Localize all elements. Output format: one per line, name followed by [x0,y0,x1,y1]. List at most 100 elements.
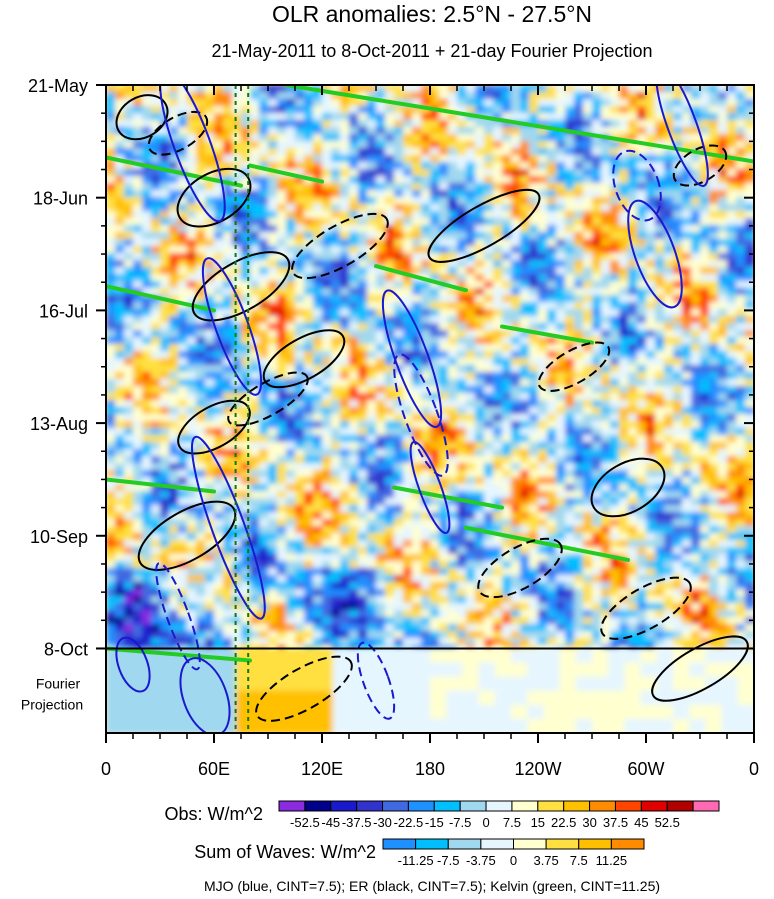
obs-field-cell [682,561,692,569]
obs-field-cell [313,379,323,387]
obs-field-cell [367,379,377,387]
obs-field-cell [268,183,278,191]
obs-field-cell [106,449,116,457]
obs-field-cell [151,358,161,366]
obs-field-cell [313,505,323,513]
obs-field-cell [610,190,620,198]
obs-field-cell [187,421,197,429]
obs-field-cell [151,484,161,492]
obs-field-cell [646,239,656,247]
obs-field-cell [646,274,656,282]
obs-field-cell [196,99,206,107]
obs-field-cell [358,561,368,569]
obs-field-cell [196,176,206,184]
obs-field-cell [628,218,638,226]
obs-field-cell [205,260,215,268]
obs-field-cell [160,519,170,527]
obs-field-cell [277,519,287,527]
obs-field-cell [529,477,539,485]
obs-field-cell [664,141,674,149]
obs-field-cell [286,239,296,247]
obs-field-cell [394,491,404,499]
obs-field-cell [691,365,701,373]
obs-field-cell [664,386,674,394]
obs-field-cell [205,456,215,464]
obs-field-cell [511,239,521,247]
obs-field-cell [106,141,116,149]
obs-field-cell [412,309,422,317]
obs-field-cell [619,134,629,142]
obs-field-cell [160,85,170,93]
obs-field-cell [475,554,485,562]
obs-field-cell [628,106,638,114]
obs-field-cell [529,372,539,380]
obs-field-cell [133,260,143,268]
obs-field-cell [115,225,125,233]
obs-field-cell [619,106,629,114]
obs-field-cell [259,484,269,492]
obs-field-cell [457,442,467,450]
obs-field-cell [142,309,152,317]
obs-field-cell [619,225,629,233]
obs-field-cell [574,365,584,373]
obs-field-cell [673,407,683,415]
obs-field-cell [277,414,287,422]
obs-field-cell [259,204,269,212]
obs-field-cell [637,134,647,142]
obs-field-cell [457,309,467,317]
obs-field-cell [169,414,179,422]
obs-field-cell [385,393,395,401]
obs-field-cell [475,134,485,142]
obs-field-cell [124,498,134,506]
obs-field-cell [169,358,179,366]
obs-field-cell [493,127,503,135]
obs-field-cell [709,561,719,569]
obs-field-cell [331,155,341,163]
obs-field-cell [736,526,746,534]
obs-field-cell [115,85,125,93]
obs-field-cell [160,337,170,345]
obs-field-cell [385,512,395,520]
obs-field-cell [529,421,539,429]
obs-field-cell [187,470,197,478]
obs-field-cell [655,225,665,233]
obs-field-cell [520,141,530,149]
obs-field-cell [205,442,215,450]
obs-field-cell [727,120,737,128]
obs-field-cell [529,428,539,436]
obs-field-cell [376,414,386,422]
obs-field-cell [601,169,611,177]
obs-field-cell [115,246,125,254]
obs-field-cell [610,323,620,331]
obs-field-cell [709,365,719,373]
obs-field-cell [502,463,512,471]
obs-field-cell [169,519,179,527]
obs-field-cell [322,267,332,275]
obs-field-cell [592,344,602,352]
obs-field-cell [133,232,143,240]
obs-field-cell [673,393,683,401]
obs-field-cell [214,414,224,422]
obs-field-cell [403,449,413,457]
obs-field-cell [466,190,476,198]
obs-field-cell [331,218,341,226]
obs-field-cell [556,120,566,128]
obs-field-cell [574,512,584,520]
obs-field-cell [133,197,143,205]
obs-field-cell [520,477,530,485]
obs-field-cell [502,113,512,121]
obs-field-cell [241,85,251,93]
obs-field-cell [250,561,260,569]
obs-field-cell [169,477,179,485]
obs-field-cell [304,120,314,128]
obs-field-cell [439,232,449,240]
obs-field-cell [745,148,754,156]
obs-field-cell [313,239,323,247]
obs-field-cell [646,512,656,520]
obs-field-cell [295,120,305,128]
obs-field-cell [529,505,539,513]
obs-field-cell [169,330,179,338]
obs-field-cell [232,449,242,457]
obs-field-cell [529,148,539,156]
obs-field-cell [691,491,701,499]
